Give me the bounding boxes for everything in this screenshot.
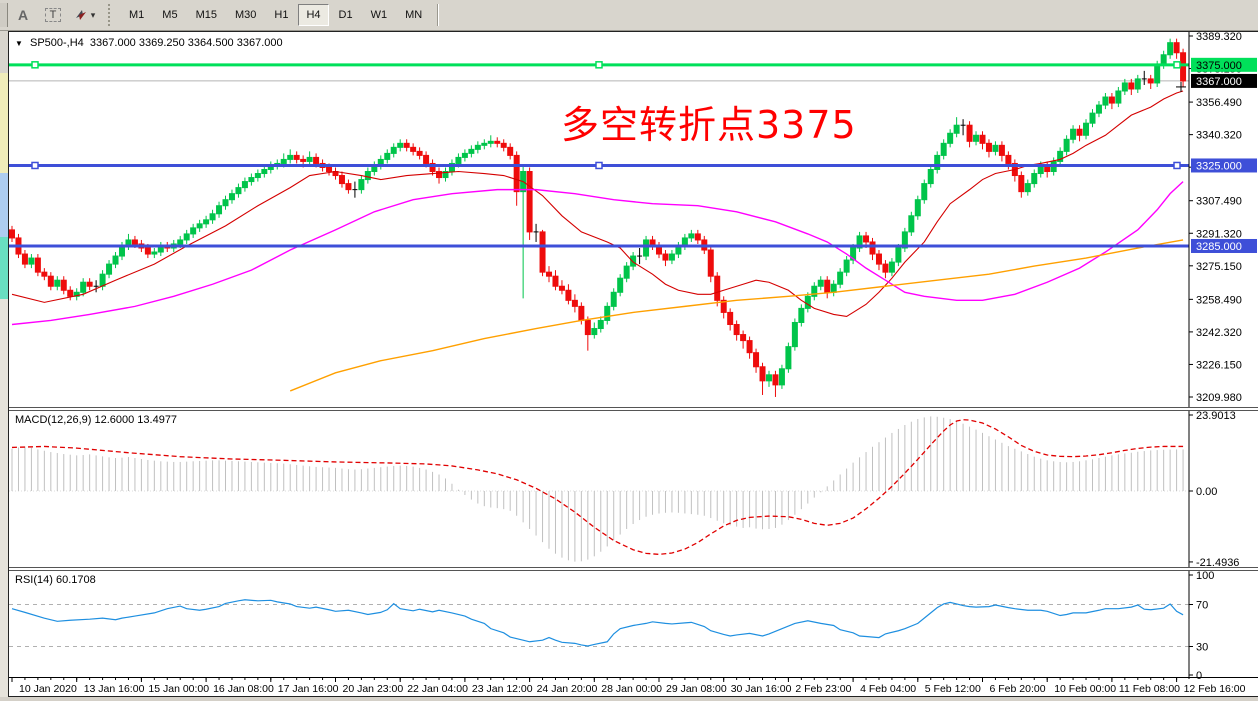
font-tool-button[interactable]: A: [17, 7, 29, 23]
svg-text:-21.4936: -21.4936: [1196, 557, 1239, 567]
price-axis[interactable]: 3389.3203373.1503356.4903340.3203324.150…: [1188, 32, 1242, 407]
date-ticks: 10 Jan 2020 13 Jan 16:00 15 Jan 00:00 16 Ja…: [11, 678, 1246, 695]
text-label-tool-icon: T: [44, 8, 62, 22]
toolbar-separator: [437, 4, 439, 26]
svg-text:3291.320: 3291.320: [1196, 228, 1242, 240]
timeframe-button-W1[interactable]: W1: [370, 9, 388, 21]
macd-label: MACD(12,26,9) 12.6000 13.4977: [15, 414, 178, 426]
svg-text:3307.490: 3307.490: [1196, 196, 1242, 208]
rsi-axis[interactable]: 100 70 30 0: [1188, 571, 1214, 679]
price-chart-panel[interactable]: 3389.3203373.1503356.4903340.3203324.150…: [9, 32, 1258, 407]
svg-text:12 Feb 16:00: 12 Feb 16:00: [1184, 683, 1246, 695]
svg-text:16 Jan 08:00: 16 Jan 08:00: [213, 683, 274, 695]
toolbar: A T ▾ M1 M5 M15 M30 H1 H4 D1 W1 MN: [0, 0, 1258, 31]
svg-text:10 Jan 2020: 10 Jan 2020: [19, 683, 77, 695]
chart-text-annotation[interactable]: 多空转折点3375: [561, 103, 857, 147]
panel-splitter-2[interactable]: [9, 567, 1258, 571]
ohlc-readout: 3367.000 3369.250 3364.500 3367.000: [89, 37, 283, 49]
symbol-timeframe: SP500-,H4: [29, 37, 84, 49]
ma-slow-orange: [289, 239, 1184, 392]
svg-text:4 Feb 04:00: 4 Feb 04:00: [860, 683, 916, 695]
svg-text:23 Jan 12:00: 23 Jan 12:00: [472, 683, 533, 695]
svg-text:2 Feb 23:00: 2 Feb 23:00: [795, 683, 851, 695]
chart-window: ▼ SP500-,H4 3367.000 3369.250 3364.500 3…: [8, 31, 1258, 697]
svg-text:13 Jan 16:00: 13 Jan 16:00: [84, 683, 145, 695]
svg-text:24 Jan 20:00: 24 Jan 20:00: [537, 683, 598, 695]
macd-panel[interactable]: 23.9013 0.00 -21.4936: [9, 411, 1258, 567]
svg-text:3285.000: 3285.000: [1196, 241, 1242, 253]
price-label-3325: 3325.000: [1191, 158, 1257, 173]
svg-text:11 Feb 08:00: 11 Feb 08:00: [1119, 683, 1180, 695]
timeframe-button-M5[interactable]: M5: [162, 9, 178, 21]
date-axis[interactable]: 10 Jan 2020 13 Jan 16:00 15 Jan 00:00 16 Ja…: [9, 677, 1258, 697]
svg-text:0.00: 0.00: [1196, 486, 1217, 498]
price-label-3375: 3375.000: [1191, 57, 1257, 72]
svg-text:0: 0: [1196, 670, 1202, 679]
svg-text:100: 100: [1196, 571, 1214, 582]
macd-axis[interactable]: 23.9013 0.00 -21.4936: [1188, 411, 1239, 567]
timeframe-button-D1[interactable]: D1: [338, 9, 353, 21]
svg-text:70: 70: [1196, 600, 1208, 612]
svg-text:28 Jan 00:00: 28 Jan 00:00: [601, 683, 662, 695]
svg-text:30: 30: [1196, 642, 1208, 654]
timeframe-button-M15[interactable]: M15: [195, 9, 217, 21]
svg-text:30 Jan 16:00: 30 Jan 16:00: [731, 683, 792, 695]
price-label-current: 3367.000: [1191, 73, 1257, 88]
collapse-triangle-icon[interactable]: ▼: [15, 39, 23, 48]
chart-title: ▼ SP500-,H4 3367.000 3369.250 3364.500 3…: [15, 37, 283, 49]
price-label-3285: 3285.000: [1191, 238, 1257, 253]
svg-text:29 Jan 08:00: 29 Jan 08:00: [666, 683, 727, 695]
clipped-toolbar-button: [0, 3, 8, 27]
timeframe-button-M30[interactable]: M30: [234, 9, 257, 21]
svg-text:3325.000: 3325.000: [1196, 160, 1242, 172]
svg-text:3226.150: 3226.150: [1196, 359, 1242, 371]
rsi-line: [11, 599, 1184, 647]
text-label-tool-button[interactable]: T: [40, 3, 66, 27]
candles: [9, 38, 1187, 397]
svg-text:6 Feb 20:00: 6 Feb 20:00: [990, 683, 1046, 695]
toolbar-grip-handle[interactable]: [108, 4, 114, 26]
svg-text:3242.320: 3242.320: [1196, 327, 1242, 339]
svg-text:22 Jan 04:00: 22 Jan 04:00: [407, 683, 468, 695]
background-window-edge: [0, 31, 8, 697]
svg-text:3258.490: 3258.490: [1196, 294, 1242, 306]
svg-text:10 Feb 00:00: 10 Feb 00:00: [1054, 683, 1116, 695]
timeframe-button-M1[interactable]: M1: [129, 9, 145, 21]
svg-text:20 Jan 23:00: 20 Jan 23:00: [343, 683, 404, 695]
arrows-tool-button[interactable]: ▾: [71, 3, 97, 27]
svg-text:3356.490: 3356.490: [1196, 97, 1242, 109]
svg-text:3375.000: 3375.000: [1196, 60, 1242, 72]
timeframe-button-MN[interactable]: MN: [405, 9, 423, 21]
arrows-tool-icon: [75, 10, 86, 20]
svg-text:3275.150: 3275.150: [1196, 261, 1242, 273]
svg-text:3340.320: 3340.320: [1196, 130, 1242, 142]
timeframe-button-H4[interactable]: H4: [298, 4, 329, 26]
timeframe-bar: M1 M5 M15 M30 H1 H4 D1 W1 MN: [120, 4, 431, 26]
crosshair-marker: [1176, 81, 1186, 92]
chevron-down-icon: ▾: [90, 9, 96, 20]
svg-text:5 Feb 12:00: 5 Feb 12:00: [925, 683, 981, 695]
svg-text:3209.980: 3209.980: [1196, 392, 1242, 404]
svg-text:15 Jan 00:00: 15 Jan 00:00: [148, 683, 209, 695]
timeframe-button-H1[interactable]: H1: [274, 9, 289, 21]
svg-text:3367.000: 3367.000: [1196, 76, 1242, 88]
svg-text:23.9013: 23.9013: [1196, 411, 1236, 422]
ma-mid-magenta: [11, 181, 1184, 326]
horizontal-line-3325[interactable]: [9, 161, 1189, 170]
rsi-label: RSI(14) 60.1708: [15, 574, 96, 586]
horizontal-line-3375[interactable]: [9, 61, 1189, 69]
rsi-panel[interactable]: 100 70 30 0: [9, 571, 1258, 679]
macd-signal-line: [11, 419, 1184, 556]
panel-splitter-1[interactable]: [9, 407, 1258, 411]
macd-histogram: [11, 416, 1184, 562]
svg-text:3389.320: 3389.320: [1196, 32, 1242, 43]
svg-text:17 Jan 16:00: 17 Jan 16:00: [278, 683, 339, 695]
